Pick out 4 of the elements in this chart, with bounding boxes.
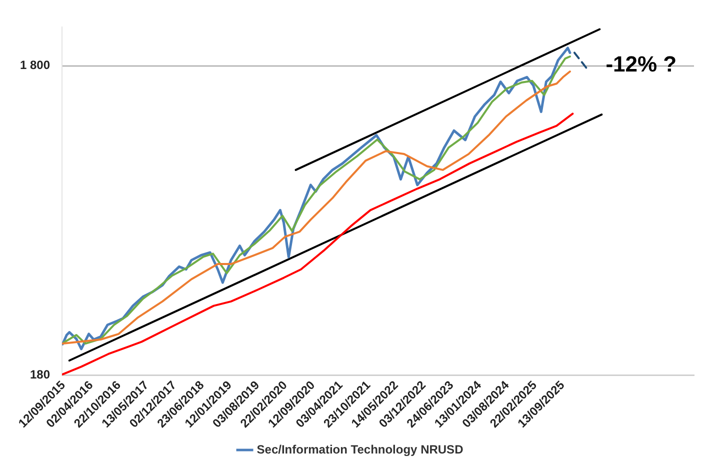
y-tick-label: 1 800 [20, 58, 50, 72]
annotation: -12% ? [606, 52, 677, 77]
legend-label: Sec/Information Technology NRUSD [256, 442, 464, 456]
y-tick-label: 180 [30, 368, 50, 382]
